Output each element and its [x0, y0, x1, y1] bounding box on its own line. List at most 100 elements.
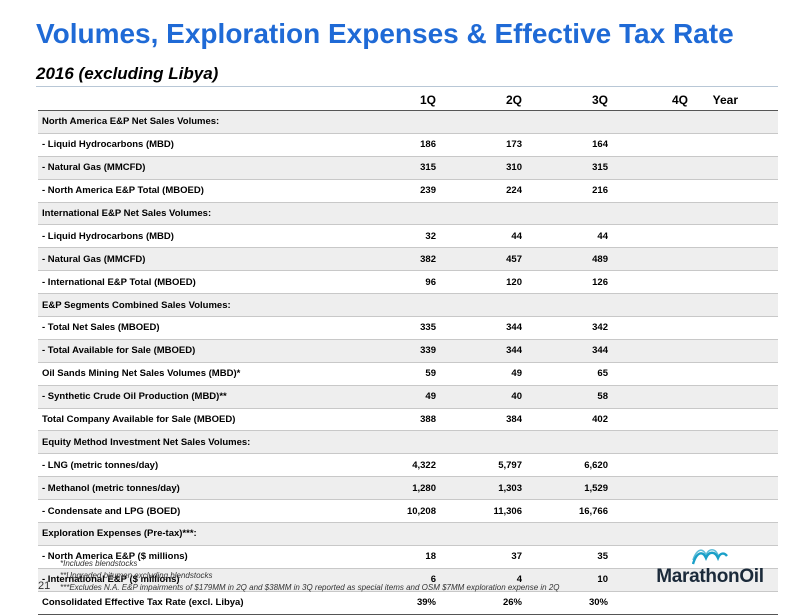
- cell-year: [688, 545, 738, 569]
- cell-spacer: [738, 339, 778, 363]
- row-label: - Natural Gas (MMCFD): [38, 156, 288, 180]
- cell-1q: 335: [288, 316, 436, 340]
- title-divider: [36, 86, 778, 87]
- cell-3q: 6,620: [522, 453, 608, 478]
- cell-spacer: [738, 408, 778, 432]
- cell-2q: 26%: [436, 591, 522, 615]
- cell-1q: 4,322: [288, 453, 436, 478]
- cell-3q: [522, 202, 608, 226]
- cell-4q: [608, 545, 688, 569]
- cell-year: [688, 568, 738, 592]
- cell-4q: [608, 408, 688, 432]
- cell-1q: 49: [288, 385, 436, 409]
- cell-1q: 1,280: [288, 476, 436, 501]
- cell-4q: [608, 316, 688, 340]
- row-label: - Liquid Hydrocarbons (MBD): [38, 224, 288, 249]
- cell-1q: [288, 110, 436, 134]
- table-row: - Natural Gas (MMCFD) 382 457 489: [38, 247, 778, 272]
- row-label: - Condensate and LPG (BOED): [38, 499, 288, 524]
- table-section-row: Exploration Expenses (Pre-tax)***:: [38, 522, 778, 546]
- cell-3q: 315: [522, 156, 608, 180]
- table-section-row: Oil Sands Mining Net Sales Volumes (MBD)…: [38, 362, 778, 386]
- row-label: - Synthetic Crude Oil Production (MBD)**: [38, 385, 288, 409]
- row-label: Equity Method Investment Net Sales Volum…: [38, 430, 288, 455]
- cell-1q: 315: [288, 156, 436, 180]
- row-label: - Liquid Hydrocarbons (MBD): [38, 133, 288, 157]
- logo-text: MarathonOil: [656, 566, 764, 587]
- table-section-row: Total Company Available for Sale (MBOED)…: [38, 408, 778, 432]
- cell-3q: 35: [522, 545, 608, 569]
- cell-3q: 65: [522, 362, 608, 386]
- cell-3q: 44: [522, 224, 608, 249]
- cell-2q: 40: [436, 385, 522, 409]
- cell-year: [688, 110, 738, 134]
- table-row: - North America E&P ($ millions) 18 37 35: [38, 545, 778, 569]
- cell-4q: [608, 499, 688, 524]
- cell-4q: [608, 110, 688, 134]
- cell-3q: [522, 522, 608, 546]
- cell-3q: 126: [522, 270, 608, 295]
- cell-1q: 388: [288, 408, 436, 432]
- cell-2q: 11,306: [436, 499, 522, 524]
- table-row: - Natural Gas (MMCFD) 315 310 315: [38, 156, 778, 180]
- cell-2q: 310: [436, 156, 522, 180]
- cell-4q: [608, 247, 688, 272]
- cell-spacer: [738, 293, 778, 318]
- cell-spacer: [738, 133, 778, 157]
- footnote: ***Excludes N.A. E&P impairments of $179…: [60, 583, 560, 592]
- cell-spacer: [738, 476, 778, 501]
- cell-1q: 6: [288, 568, 436, 592]
- row-label: - International E&P Total (MBOED): [38, 270, 288, 295]
- cell-year: [688, 499, 738, 524]
- table-section-row: Equity Method Investment Net Sales Volum…: [38, 430, 778, 455]
- footnotes: *Includes blendstocks **Upgraded bitumen…: [60, 558, 560, 594]
- page-number: 21: [38, 580, 51, 592]
- row-label: E&P Segments Combined Sales Volumes:: [38, 293, 288, 318]
- cell-1q: 239: [288, 179, 436, 203]
- row-label: - Natural Gas (MMCFD): [38, 247, 288, 272]
- cell-2q: 457: [436, 247, 522, 272]
- cell-spacer: [738, 453, 778, 478]
- cell-year: [688, 179, 738, 203]
- footnote: **Upgraded bitumen excluding blendstocks: [60, 571, 213, 580]
- column-header-label: [38, 89, 288, 111]
- cell-4q: [608, 476, 688, 501]
- cell-4q: [608, 591, 688, 615]
- footnote: *Includes blendstocks: [60, 559, 138, 568]
- row-label: - Total Net Sales (MBOED): [38, 316, 288, 340]
- cell-1q: [288, 202, 436, 226]
- cell-1q: 10,208: [288, 499, 436, 524]
- table-row: - Total Available for Sale (MBOED) 339 344…: [38, 339, 778, 363]
- cell-2q: 44: [436, 224, 522, 249]
- cell-4q: [608, 362, 688, 386]
- cell-3q: 164: [522, 133, 608, 157]
- table-section-row: North America E&P Net Sales Volumes:: [38, 110, 778, 134]
- cell-spacer: [738, 385, 778, 409]
- row-label: - North America E&P ($ millions): [38, 545, 288, 569]
- cell-1q: [288, 430, 436, 455]
- cell-2q: 384: [436, 408, 522, 432]
- table-row: - Condensate and LPG (BOED) 10,208 11,306 1…: [38, 499, 778, 524]
- row-label: Exploration Expenses (Pre-tax)***:: [38, 522, 288, 546]
- column-header-2q: 2Q: [436, 89, 522, 111]
- table-row: - Liquid Hydrocarbons (MBD) 32 44 44: [38, 224, 778, 249]
- table-section-row: Consolidated Effective Tax Rate (excl. L…: [38, 591, 778, 615]
- cell-year: [688, 362, 738, 386]
- cell-2q: 49: [436, 362, 522, 386]
- table-section-row: International E&P Net Sales Volumes:: [38, 202, 778, 226]
- table-row: - Total Net Sales (MBOED) 335 344 342: [38, 316, 778, 340]
- cell-4q: [608, 522, 688, 546]
- cell-spacer: [738, 224, 778, 249]
- page-subtitle: 2016 (excluding Libya): [36, 64, 219, 83]
- cell-2q: 224: [436, 179, 522, 203]
- cell-2q: 173: [436, 133, 522, 157]
- cell-4q: [608, 156, 688, 180]
- row-label: - North America E&P Total (MBOED): [38, 179, 288, 203]
- marathon-oil-logo: MarathonOil: [640, 548, 780, 592]
- table-row: - Liquid Hydrocarbons (MBD) 186 173 164: [38, 133, 778, 157]
- cell-spacer: [738, 522, 778, 546]
- table-row: - Methanol (metric tonnes/day) 1,280 1,303…: [38, 476, 778, 501]
- cell-4q: [608, 568, 688, 592]
- row-label: North America E&P Net Sales Volumes:: [38, 110, 288, 134]
- cell-2q: 1,303: [436, 476, 522, 501]
